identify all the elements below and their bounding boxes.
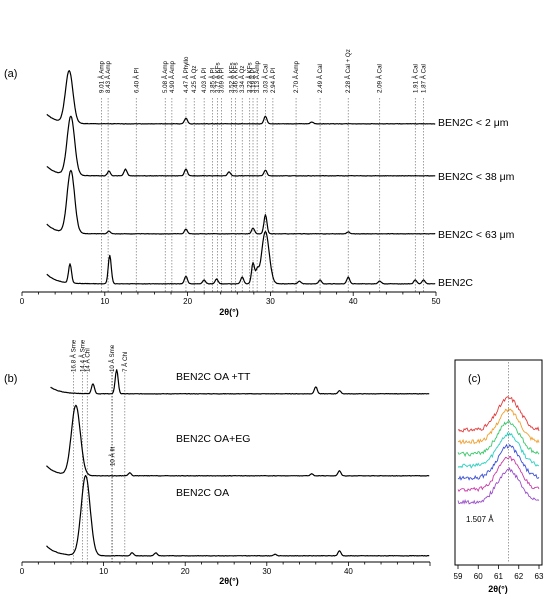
peak-label: 3.77 Å KFs <box>214 62 221 93</box>
zoom-pattern-line <box>457 466 540 505</box>
panel-b-patterns: BEN2C OA +TT BEN2C OA+EG BEN2C OA <box>46 369 430 557</box>
x-tick-label: 60 <box>474 572 483 581</box>
xrd-pattern-line <box>46 70 436 125</box>
xrd-pattern-line <box>46 169 436 235</box>
zoom-pattern-line <box>457 431 540 469</box>
xrd-pattern-line <box>50 369 430 395</box>
series-label: BEN2C < 38 μm <box>438 171 515 183</box>
peak-label: 1.87 Å Cal <box>421 64 428 93</box>
series-label: BEN2C <box>438 277 473 289</box>
x-tick-label: 10 <box>100 297 109 306</box>
panel-a-patterns: BEN2C < 2 μm BEN2C < 38 μm BEN2C < 63 μm BE… <box>46 70 515 289</box>
x-tick-label: 59 <box>454 572 463 581</box>
peak-label: 14.4 Å Sme <box>79 339 86 372</box>
zoom-pattern-line <box>457 396 540 433</box>
series-label: BEN2C < 63 μm <box>438 229 515 241</box>
panel-a: (a) 9.01 Å Amp 8.43 Å Amp 6.40 Å Pl 5.08 Å … <box>4 49 515 317</box>
panel-c-frame <box>454 359 543 566</box>
peak-label: 4.47 Å Phyllo <box>183 56 190 93</box>
xrd-pattern-line <box>46 474 430 557</box>
x-tick-label: 0 <box>20 297 25 306</box>
peak-label: 10 Å Sme <box>109 344 116 372</box>
x-tick-label: 40 <box>344 567 353 576</box>
panel-a-x-ticks: 0 10 20 30 40 50 <box>20 292 441 306</box>
peak-label: 3.69 Å Pl <box>219 68 226 93</box>
peak-label: 8.43 Å Amp <box>105 60 112 93</box>
panel-label-a: (a) <box>4 68 17 80</box>
x-tick-label: 10 <box>99 567 108 576</box>
x-tick-label: 40 <box>349 297 358 306</box>
peak-label: 3.85 Å Pl <box>209 68 216 93</box>
peak-label: 16.8 Å Sme <box>70 339 77 372</box>
x-tick-label: 30 <box>266 297 275 306</box>
peak-label: 3.13 Å Amp <box>254 60 261 93</box>
series-label: BEN2C OA <box>176 487 229 499</box>
peak-label: 7 Å Chl <box>122 352 129 372</box>
x-tick-label: 50 <box>432 297 441 306</box>
panel-label-b: (b) <box>4 373 17 385</box>
peak-label: 2.09 Å Cal <box>377 64 384 93</box>
series-label: BEN2C OA +TT <box>176 371 251 383</box>
peak-label: 9.01 Å Amp <box>98 60 105 93</box>
zoom-pattern-line <box>457 456 540 493</box>
x-tick-label: 61 <box>494 572 503 581</box>
peak-label: 1.507 Å <box>466 515 494 524</box>
panel-c-reference-lines: 1.507 Å <box>466 362 509 562</box>
panel-a-x-label: 2θ(°) <box>219 307 238 317</box>
peak-label: 1.91 Å Cal <box>412 64 419 93</box>
zoom-pattern-line <box>457 419 540 458</box>
x-tick-label: 62 <box>514 572 523 581</box>
peak-label: 4.25 Å Qz <box>191 65 198 93</box>
x-tick-label: 30 <box>262 567 271 576</box>
panel-b-x-label: 2θ(°) <box>219 576 238 586</box>
panel-c-x-label: 2θ(°) <box>488 584 507 594</box>
xrd-pattern-line <box>46 115 436 177</box>
peak-label: 3.46 Å KFs <box>233 62 240 93</box>
zoom-pattern-line <box>457 443 540 481</box>
panel-c-patterns <box>457 396 540 505</box>
x-tick-label: 63 <box>535 572 544 581</box>
peak-label: 2.49 Å Cal <box>317 64 324 93</box>
peak-label: 2.94 Å Pl <box>270 68 277 93</box>
x-tick-label: 20 <box>181 567 190 576</box>
series-label: BEN2C < 2 μm <box>438 117 509 129</box>
xrd-pattern-line <box>46 231 436 285</box>
peak-label: 3.03 Å Cal <box>262 64 269 93</box>
peak-label: 3.52 Å KFs <box>228 62 235 93</box>
panel-c-x-ticks: 59 60 61 62 63 <box>454 565 544 581</box>
panel-a-reference-lines: 9.01 Å Amp 8.43 Å Amp 6.40 Å Pl 5.08 Å Amp 4… <box>98 49 428 292</box>
peak-label: 4.03 Å Pl <box>201 68 208 93</box>
series-label: BEN2C OA+EG <box>176 433 250 445</box>
peak-label: 2.70 Å Amp <box>293 60 300 93</box>
panel-b-x-ticks: 0 10 20 30 40 <box>20 562 431 576</box>
peak-label: 3.23 Å KFs <box>247 62 254 93</box>
peak-label: 4.90 Å Amp <box>169 60 176 93</box>
peak-label: 14 Å Chl <box>84 348 91 372</box>
peak-label: 3.34 Å Qz <box>239 65 246 93</box>
panel-c: (c) 1.507 Å 59 60 61 62 63 2θ(°) <box>454 359 544 594</box>
zoom-pattern-line <box>457 407 540 445</box>
panel-label-c: (c) <box>468 373 481 385</box>
peak-label: 6.40 Å Pl <box>133 68 140 93</box>
peak-label: 10 Å Ilt <box>110 446 117 466</box>
peak-label: 2.28 Å Cal + Qz <box>345 49 352 93</box>
x-tick-label: 20 <box>183 297 192 306</box>
xrd-pattern-line <box>46 404 430 477</box>
peak-label: 3.19 Å Pl <box>250 68 257 93</box>
peak-label: 5.08 Å Amp <box>162 60 169 93</box>
x-tick-label: 0 <box>20 567 25 576</box>
